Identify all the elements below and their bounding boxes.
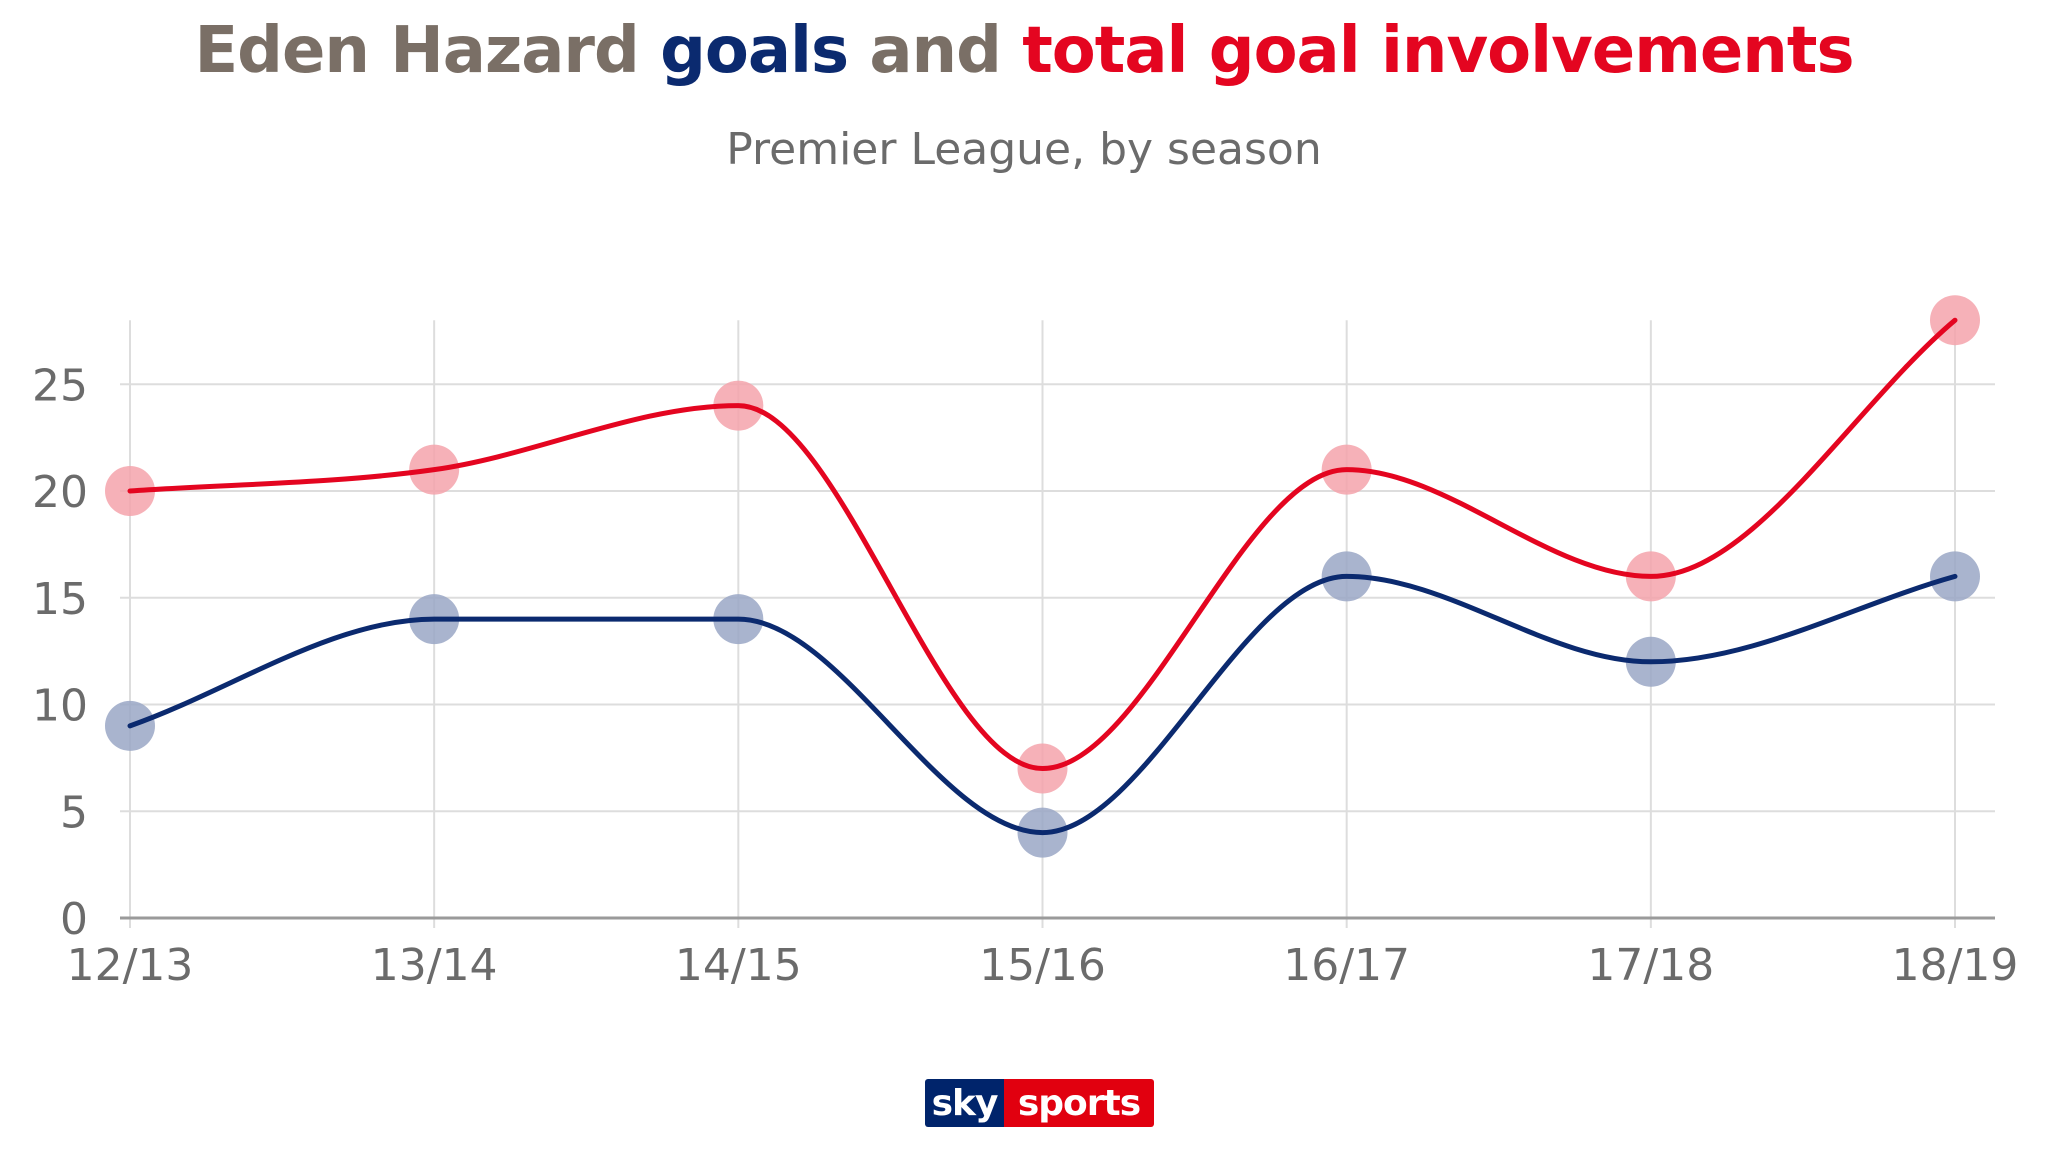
title-part-goals: goals [660,14,849,88]
y-tick-label: 10 [32,681,88,732]
involvements-line [127,317,1958,772]
x-tick-label: 12/13 [67,940,194,991]
goals-line [127,573,1958,836]
x-tick-label: 15/16 [979,940,1106,991]
x-tick-label: 18/19 [1892,940,2019,991]
y-tick-label: 5 [60,787,88,838]
x-tick-label: 14/15 [675,940,802,991]
chart-subtitle: Premier League, by season [726,124,1322,175]
x-tick-label: 16/17 [1283,940,1410,991]
y-tick-label: 20 [32,467,88,518]
chart-title: Eden Hazard goals and total goal involve… [0,14,2048,88]
x-tick-label: 13/14 [371,940,498,991]
y-tick-label: 0 [60,894,88,945]
logo-sky-text: sky [925,1079,1004,1127]
logo-sports-text: sports [1004,1079,1154,1127]
title-part-and: and [848,14,1023,88]
sky-sports-logo: sky sports [925,1079,1154,1127]
title-part-name: Eden Hazard [194,14,661,88]
y-tick-label: 25 [32,360,88,411]
title-part-involvements: total goal involvements [1022,14,1854,88]
y-tick-label: 15 [32,574,88,625]
x-tick-label: 17/18 [1587,940,1714,991]
